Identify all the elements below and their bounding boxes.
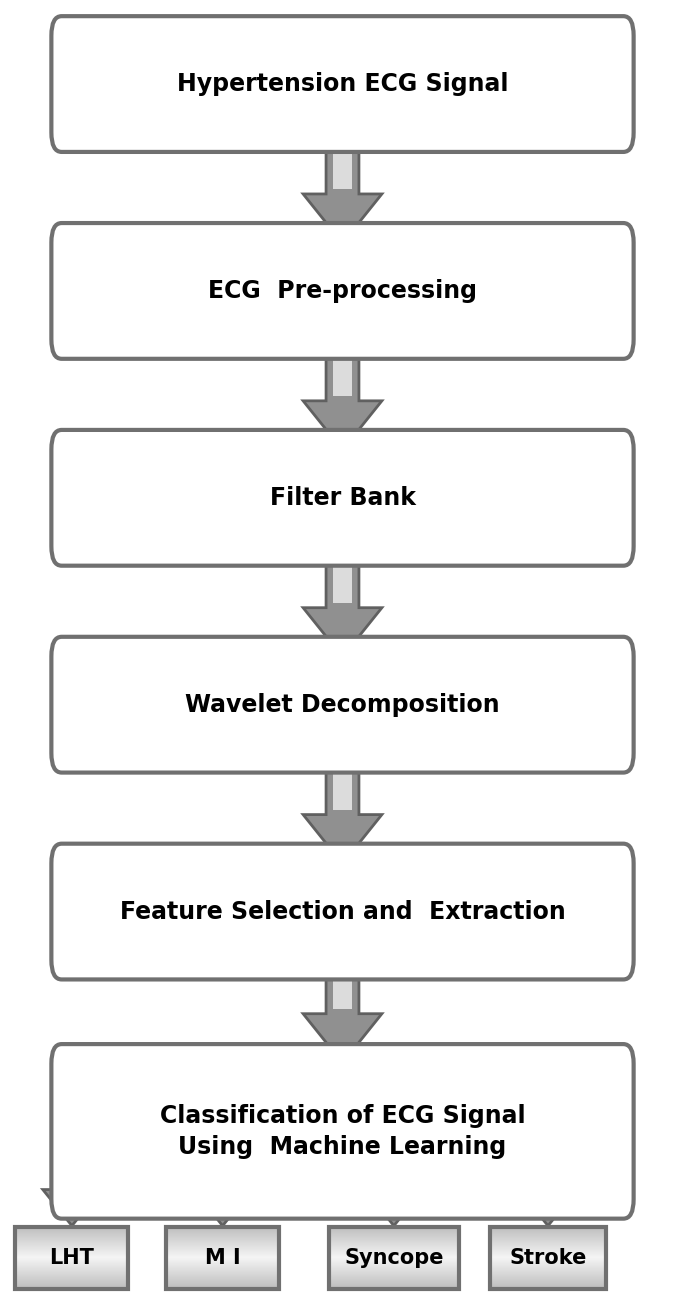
FancyBboxPatch shape bbox=[51, 429, 634, 566]
Polygon shape bbox=[519, 1190, 577, 1226]
FancyBboxPatch shape bbox=[51, 636, 634, 772]
Bar bbox=[15, 1227, 129, 1289]
FancyBboxPatch shape bbox=[51, 843, 634, 980]
FancyBboxPatch shape bbox=[51, 1045, 634, 1218]
Polygon shape bbox=[194, 1190, 251, 1226]
Text: Hypertension ECG Signal: Hypertension ECG Signal bbox=[177, 72, 508, 96]
Text: Syncope: Syncope bbox=[344, 1248, 444, 1268]
Polygon shape bbox=[334, 546, 351, 603]
Polygon shape bbox=[334, 339, 351, 396]
Polygon shape bbox=[303, 546, 382, 657]
Text: Wavelet Decomposition: Wavelet Decomposition bbox=[185, 693, 500, 716]
Text: M I: M I bbox=[205, 1248, 240, 1268]
Text: Feature Selection and  Extraction: Feature Selection and Extraction bbox=[120, 900, 565, 923]
Text: LHT: LHT bbox=[49, 1248, 95, 1268]
Polygon shape bbox=[387, 1186, 401, 1200]
Polygon shape bbox=[42, 1190, 101, 1226]
Polygon shape bbox=[334, 753, 351, 809]
Polygon shape bbox=[65, 1186, 79, 1200]
Text: Classification of ECG Signal
Using  Machine Learning: Classification of ECG Signal Using Machi… bbox=[160, 1103, 525, 1160]
Polygon shape bbox=[303, 132, 382, 243]
Polygon shape bbox=[303, 959, 382, 1063]
Polygon shape bbox=[364, 1190, 423, 1226]
Polygon shape bbox=[334, 959, 351, 1009]
Text: ECG  Pre-processing: ECG Pre-processing bbox=[208, 279, 477, 303]
Polygon shape bbox=[541, 1186, 555, 1200]
Text: Stroke: Stroke bbox=[510, 1248, 586, 1268]
Polygon shape bbox=[334, 132, 351, 189]
Polygon shape bbox=[216, 1186, 229, 1200]
FancyBboxPatch shape bbox=[51, 222, 634, 358]
Bar bbox=[329, 1227, 459, 1289]
Polygon shape bbox=[303, 753, 382, 864]
Bar bbox=[490, 1227, 606, 1289]
FancyBboxPatch shape bbox=[51, 16, 634, 151]
Bar bbox=[166, 1227, 279, 1289]
Polygon shape bbox=[303, 339, 382, 450]
Text: Filter Bank: Filter Bank bbox=[269, 486, 416, 509]
